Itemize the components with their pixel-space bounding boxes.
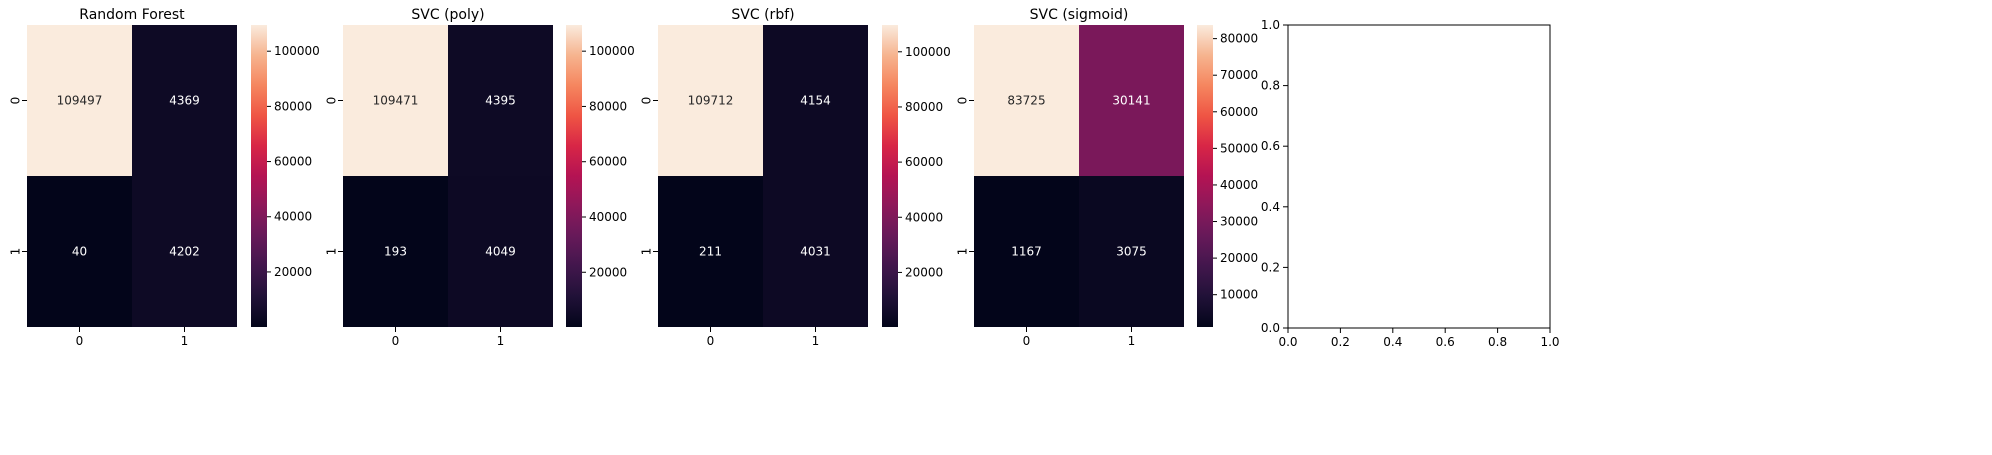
colorbar-tick-label: 80000 xyxy=(1220,32,1258,46)
x-tick-label: 0.2 xyxy=(1331,335,1350,349)
y-tick-label: 0 xyxy=(325,97,339,105)
colorbar-tick-label: 10000 xyxy=(1220,288,1258,302)
colorbar xyxy=(566,25,582,327)
y-tick-label: 0.8 xyxy=(1261,79,1280,93)
colorbar-tick-label: 40000 xyxy=(274,210,312,224)
colorbar-tick-label: 30000 xyxy=(1220,215,1258,229)
colorbar-tick-label: 60000 xyxy=(274,155,312,169)
heatmap-title: SVC (rbf) xyxy=(731,7,794,23)
y-tick-label: 1 xyxy=(956,248,970,256)
cell-annotation: 109712 xyxy=(688,94,734,108)
colorbar-tick-label: 80000 xyxy=(589,99,627,113)
heatmap-cell xyxy=(974,25,1079,176)
heatmap-cell xyxy=(132,25,237,176)
colorbar-tick-label: 20000 xyxy=(274,265,312,279)
heatmap-cell xyxy=(763,176,868,327)
cell-annotation: 4154 xyxy=(800,94,831,108)
cell-annotation: 193 xyxy=(384,245,407,259)
colorbar-tick-label: 40000 xyxy=(589,210,627,224)
x-tick-label: 1 xyxy=(1128,334,1136,348)
heatmap-panel-0: Random Forest 109497 4369 40 4202 0 1 0 1 20000 40… xyxy=(9,7,320,348)
colorbar-tick-label: 40000 xyxy=(905,210,943,224)
heatmap-cell xyxy=(448,25,553,176)
colorbar-tick-label: 60000 xyxy=(905,155,943,169)
colorbar-tick-label: 60000 xyxy=(1220,105,1258,119)
heatmap-cell xyxy=(448,176,553,327)
empty-axes-frame xyxy=(1287,24,1551,329)
y-tick-label: 0.6 xyxy=(1261,139,1280,153)
cell-annotation: 4202 xyxy=(169,245,200,259)
cell-annotation: 109471 xyxy=(373,94,419,108)
heatmap-cell xyxy=(763,25,868,176)
heatmap-title: SVC (sigmoid) xyxy=(1030,7,1129,23)
heatmap-cell xyxy=(658,25,763,176)
x-tick-label: 1.0 xyxy=(1540,335,1559,349)
heatmap-cell xyxy=(132,176,237,327)
cell-annotation: 4369 xyxy=(169,94,200,108)
x-tick-label: 0.8 xyxy=(1488,335,1507,349)
x-tick-label: 0 xyxy=(1023,334,1031,348)
colorbar-tick-label: 20000 xyxy=(1220,251,1258,265)
colorbar-tick-label: 80000 xyxy=(274,99,312,113)
cell-annotation: 3075 xyxy=(1116,245,1147,259)
x-tick-label: 0 xyxy=(707,334,715,348)
heatmap-panel-2: SVC (rbf) 109712 4154 211 4031 0 1 0 1 20000 40000… xyxy=(640,7,951,348)
heatmap-title: Random Forest xyxy=(79,7,185,23)
x-tick-label: 1 xyxy=(181,334,189,348)
y-tick-label: 1 xyxy=(9,248,23,256)
colorbar-tick-label: 20000 xyxy=(589,265,627,279)
y-tick-label: 1 xyxy=(325,248,339,256)
colorbar xyxy=(882,25,898,327)
colorbar xyxy=(251,25,267,327)
colorbar-tick-label: 70000 xyxy=(1220,68,1258,82)
x-tick-label: 0 xyxy=(76,334,84,348)
colorbar-tick-label: 50000 xyxy=(1220,141,1258,155)
heatmap-cell xyxy=(974,176,1079,327)
y-tick-label: 1.0 xyxy=(1261,18,1280,32)
heatmap-title: SVC (poly) xyxy=(411,7,484,23)
heatmap-cell xyxy=(27,25,132,176)
y-tick-label: 1 xyxy=(640,248,654,256)
cell-annotation: 4395 xyxy=(485,94,516,108)
y-tick-label: 0.2 xyxy=(1261,260,1280,274)
cell-annotation: 83725 xyxy=(1007,94,1045,108)
colorbar xyxy=(1197,25,1213,327)
heatmap-cell xyxy=(343,25,448,176)
heatmap-cell xyxy=(343,176,448,327)
cell-annotation: 1167 xyxy=(1011,245,1042,259)
colorbar-tick-label: 60000 xyxy=(589,155,627,169)
cell-annotation: 4049 xyxy=(485,245,516,259)
y-tick-label: 0 xyxy=(9,97,23,105)
y-tick-label: 0.0 xyxy=(1261,321,1280,335)
empty-axes-panel: 0.0 0.2 0.4 0.6 0.8 1.0 0.0 0.2 0.4 0.6 0.8 1.0 xyxy=(1261,18,1560,349)
cell-annotation: 211 xyxy=(699,245,722,259)
colorbar-tick-label: 20000 xyxy=(905,265,943,279)
colorbar-tick-label: 100000 xyxy=(589,44,635,58)
heatmap-cell xyxy=(1079,25,1184,176)
colorbar-tick-label: 80000 xyxy=(905,100,943,114)
heatmap-cell xyxy=(658,176,763,327)
colorbar-tick-label: 40000 xyxy=(1220,178,1258,192)
x-tick-label: 0.0 xyxy=(1278,335,1297,349)
x-tick-label: 0.6 xyxy=(1436,335,1455,349)
y-tick-label: 0 xyxy=(640,97,654,105)
cell-annotation: 30141 xyxy=(1112,94,1150,108)
x-tick-label: 0.4 xyxy=(1383,335,1402,349)
y-tick-label: 0.4 xyxy=(1261,200,1280,214)
cell-annotation: 109497 xyxy=(57,94,103,108)
heatmap-cell xyxy=(1079,176,1184,327)
cell-annotation: 40 xyxy=(72,245,87,259)
heatmap-panel-1: SVC (poly) 109471 4395 193 4049 0 1 0 1 20000 4000… xyxy=(325,7,635,348)
colorbar-tick-label: 100000 xyxy=(274,44,320,58)
y-tick-label: 0 xyxy=(956,97,970,105)
x-tick-label: 1 xyxy=(812,334,820,348)
heatmap-panel-3: SVC (sigmoid) 83725 30141 1167 3075 0 1 0 1 10000… xyxy=(956,7,1259,348)
colorbar-tick-label: 100000 xyxy=(905,45,951,59)
x-tick-label: 0 xyxy=(392,334,400,348)
x-tick-label: 1 xyxy=(497,334,505,348)
cell-annotation: 4031 xyxy=(800,245,831,259)
heatmap-cell xyxy=(27,176,132,327)
